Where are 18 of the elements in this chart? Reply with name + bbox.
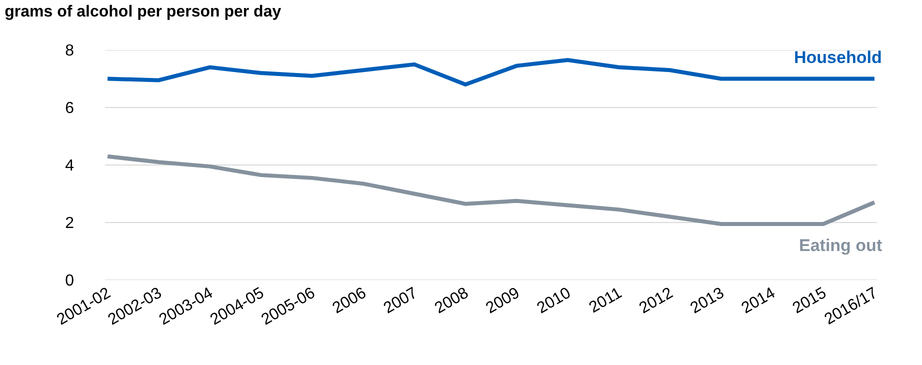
x-tick-label: 2014 xyxy=(738,284,778,318)
x-tick-label: 2007 xyxy=(380,284,420,318)
y-tick-label: 8 xyxy=(65,42,74,60)
y-tick-label: 6 xyxy=(65,100,74,118)
y-tick-label: 2 xyxy=(65,215,74,232)
x-tick-label: 2012 xyxy=(636,284,676,318)
x-tick-label: 2013 xyxy=(688,284,728,318)
y-tick-label: 4 xyxy=(65,158,74,175)
y-tick-label: 0 xyxy=(65,272,74,290)
series-label: Household xyxy=(794,48,882,67)
series-label: Eating out xyxy=(799,236,882,255)
x-tick-label: 2010 xyxy=(534,284,574,318)
x-tick-label: 2006 xyxy=(330,284,370,318)
x-tick-label: 2011 xyxy=(586,284,625,317)
x-tick-label: 2009 xyxy=(483,284,523,318)
line-series xyxy=(106,154,876,226)
chart-title: grams of alcohol per person per day xyxy=(4,4,282,21)
x-tick-label: 2008 xyxy=(432,284,472,318)
